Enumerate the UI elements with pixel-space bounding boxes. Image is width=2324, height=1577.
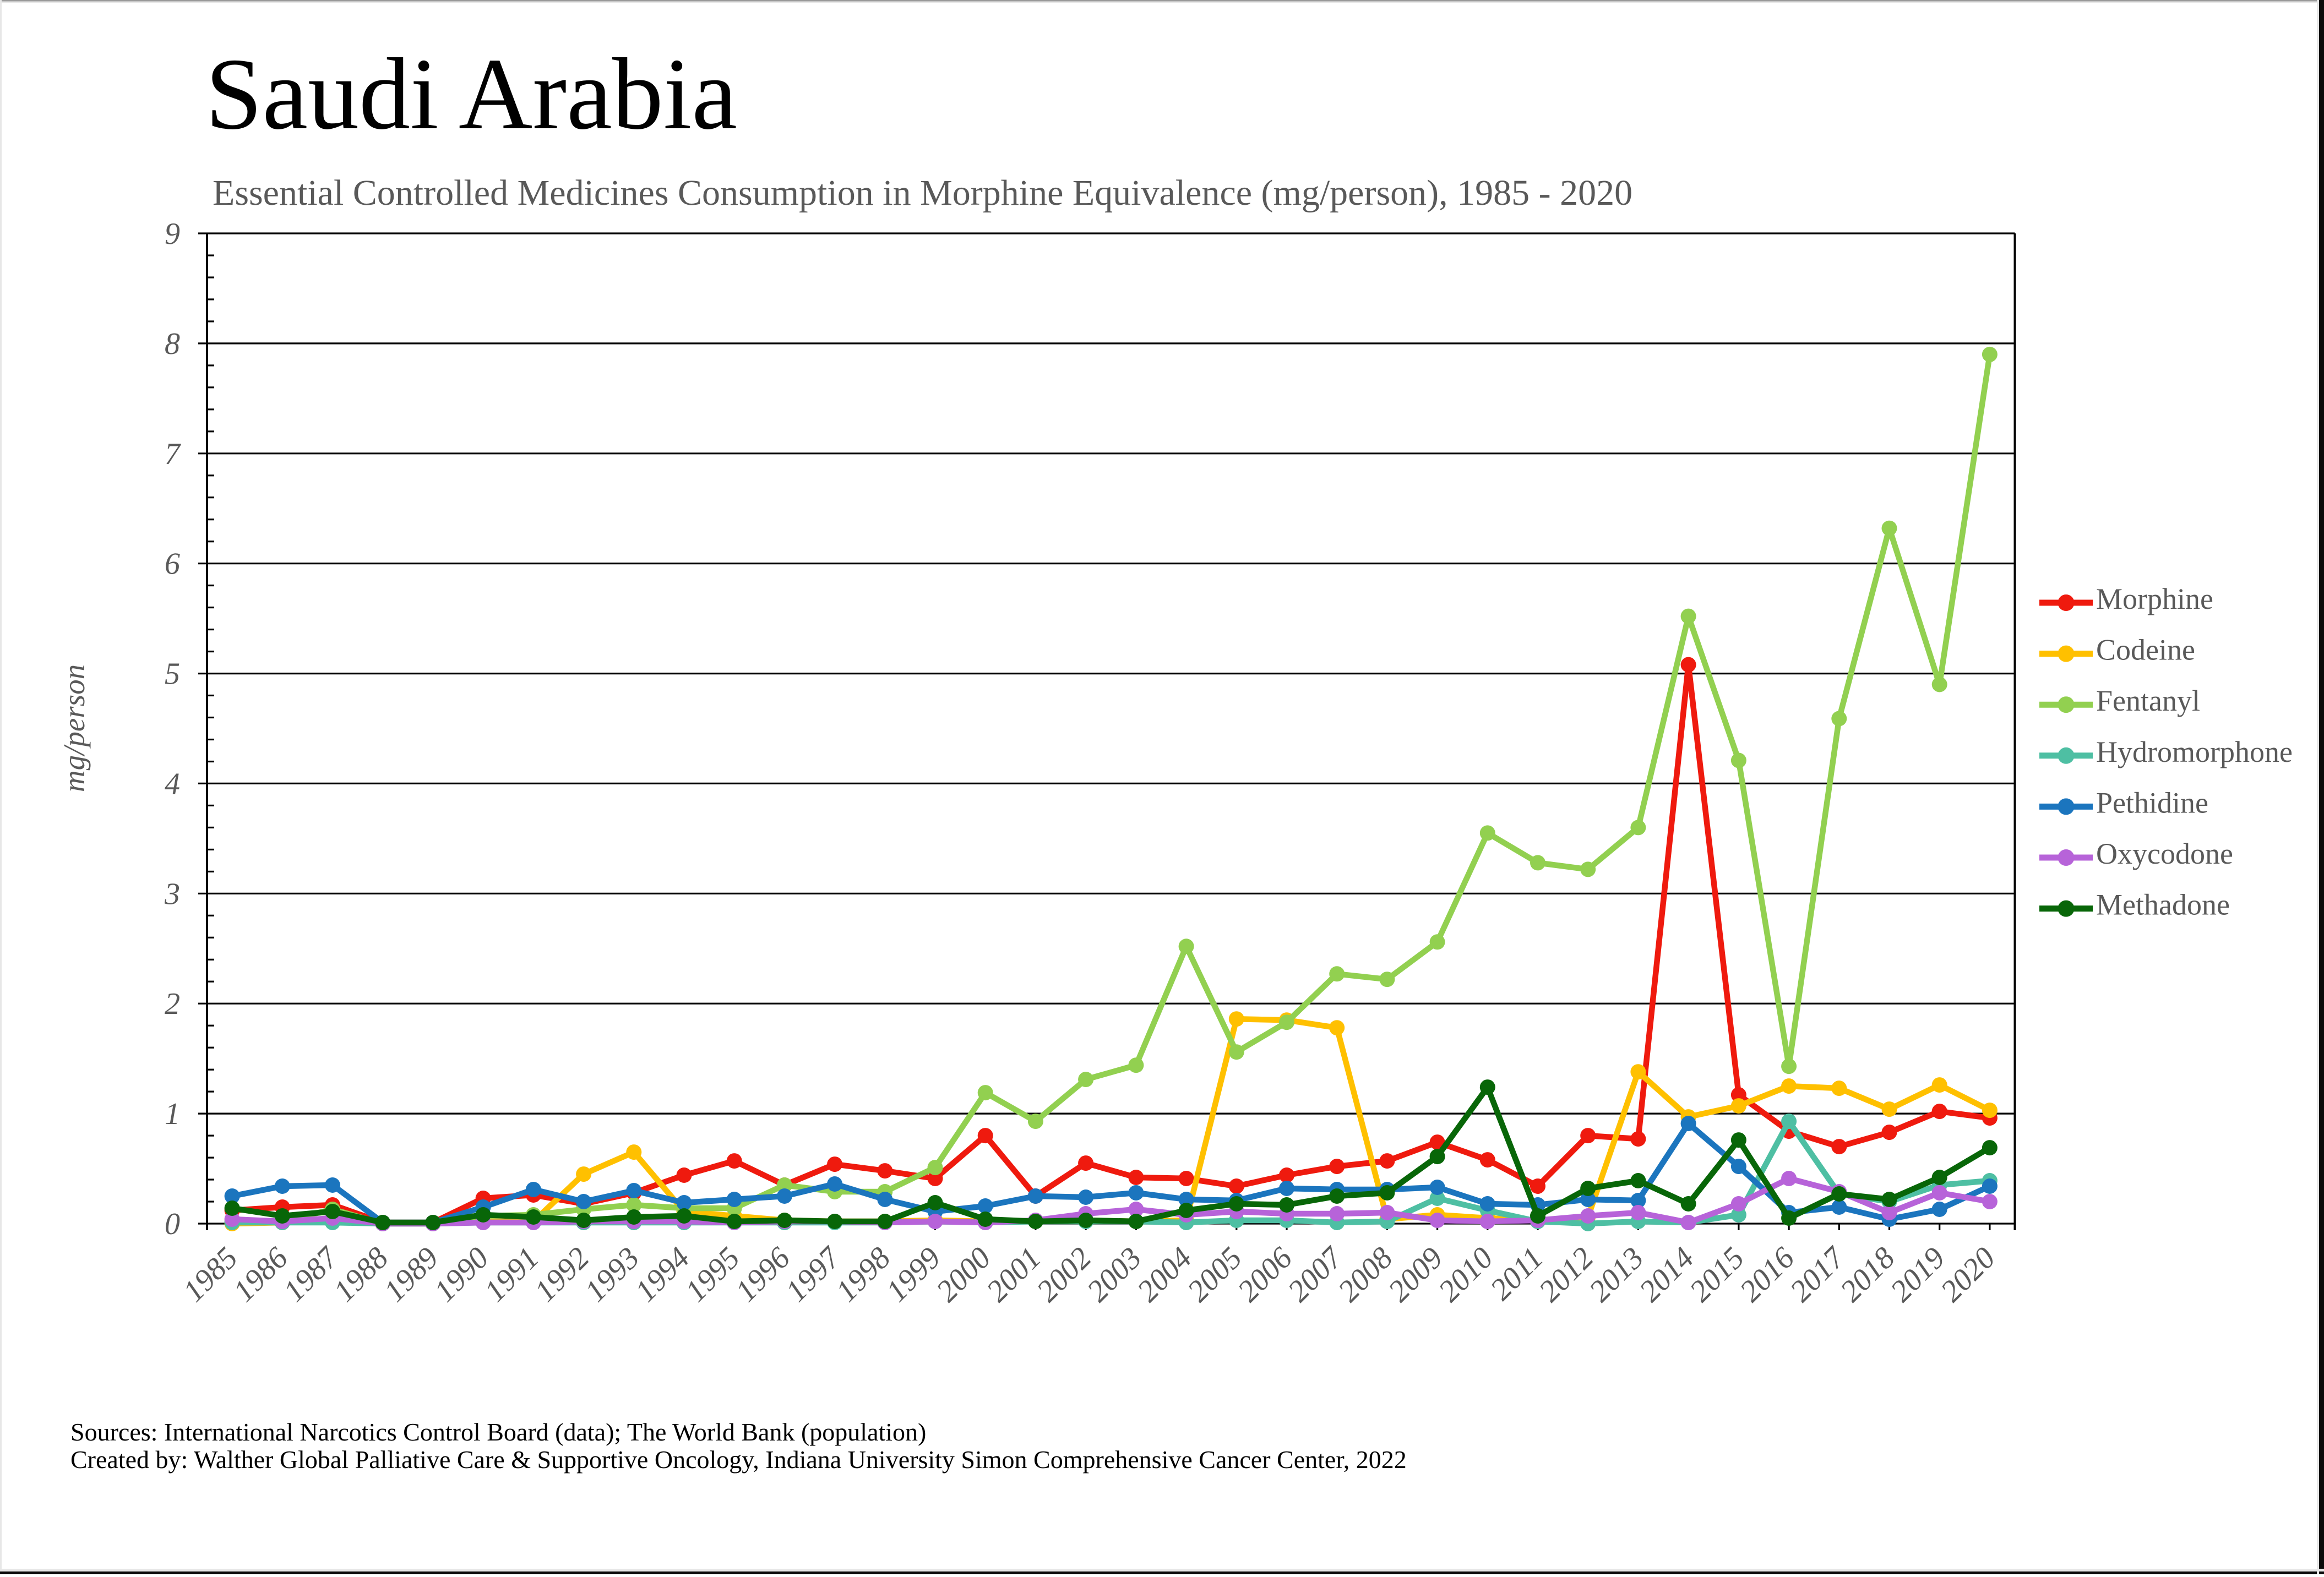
svg-text:6: 6 — [165, 547, 180, 581]
svg-text:Pethidine: Pethidine — [2096, 786, 2208, 819]
svg-text:Essential Controlled Medicines: Essential Controlled Medicines Consumpti… — [213, 173, 1632, 213]
svg-text:8: 8 — [165, 327, 180, 361]
svg-text:7: 7 — [165, 437, 181, 471]
svg-text:Codeine: Codeine — [2096, 634, 2195, 667]
svg-text:5: 5 — [165, 657, 180, 691]
svg-text:9: 9 — [165, 217, 180, 251]
svg-text:Created by: Walther Global Pal: Created by: Walther Global Palliative Ca… — [70, 1445, 1407, 1474]
svg-text:mg/person: mg/person — [57, 664, 91, 792]
svg-text:Saudi Arabia: Saudi Arabia — [205, 37, 737, 151]
svg-text:Oxycodone: Oxycodone — [2096, 837, 2233, 870]
svg-text:0: 0 — [165, 1207, 180, 1241]
svg-text:Hydromorphone: Hydromorphone — [2096, 735, 2293, 768]
svg-text:Sources: International Narcoti: Sources: International Narcotics Control… — [70, 1418, 926, 1446]
svg-text:Fentanyl: Fentanyl — [2096, 684, 2200, 717]
svg-text:1: 1 — [165, 1097, 180, 1131]
svg-text:2: 2 — [165, 987, 180, 1021]
svg-text:4: 4 — [165, 767, 180, 801]
svg-text:Morphine: Morphine — [2096, 582, 2213, 615]
svg-text:3: 3 — [164, 877, 180, 911]
svg-text:Methadone: Methadone — [2096, 888, 2230, 921]
